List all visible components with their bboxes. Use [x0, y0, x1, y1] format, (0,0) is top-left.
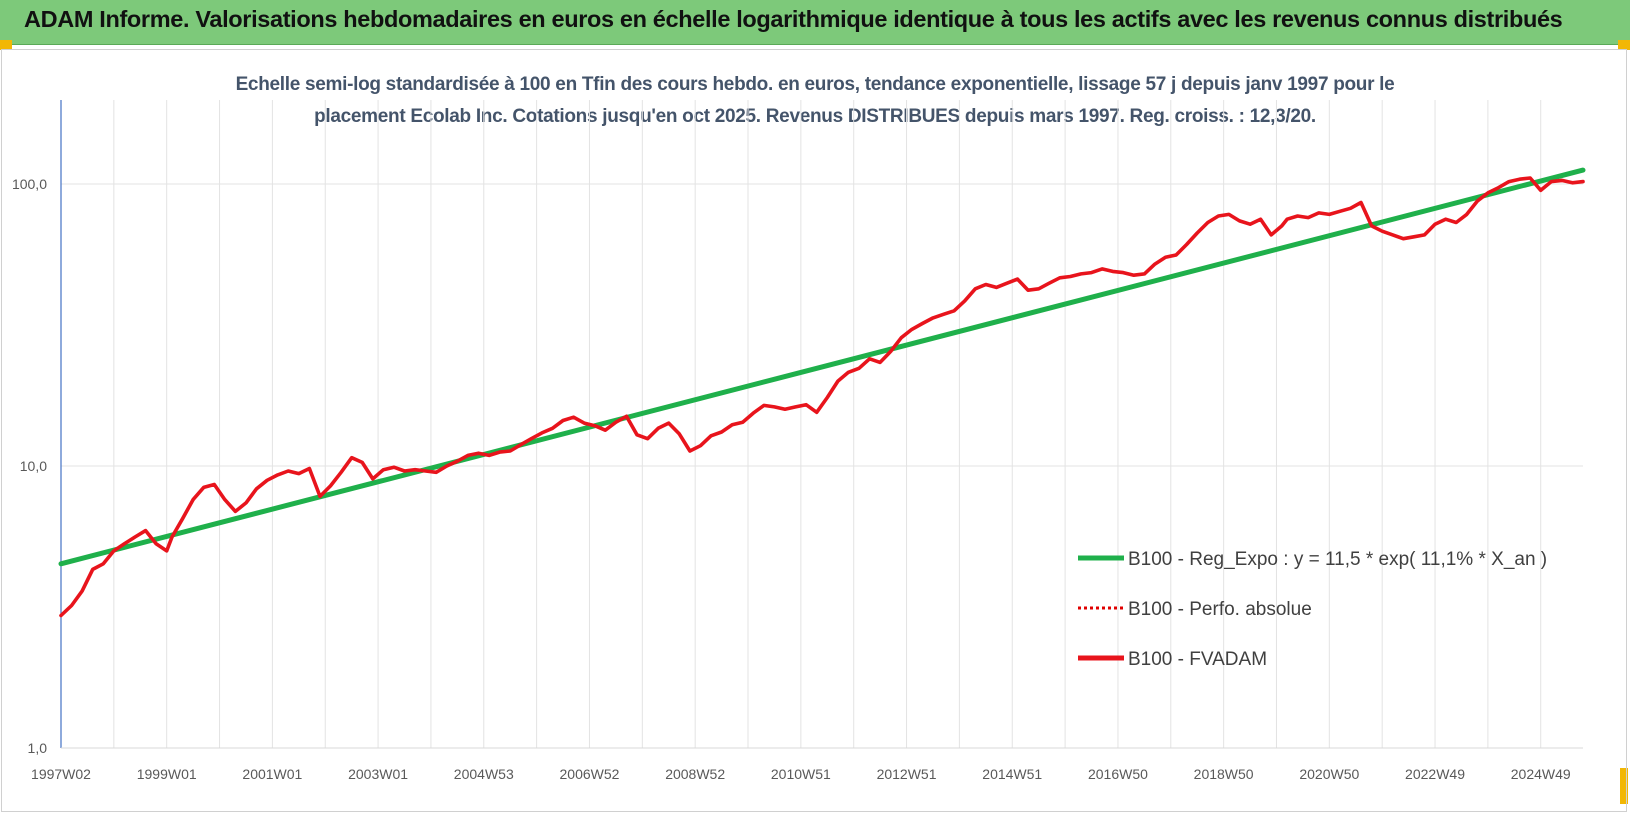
- corner-mark-left: [0, 40, 12, 50]
- x-tick-label: 2022W49: [1405, 766, 1465, 782]
- chart-title-line-1: Echelle semi-log standardisée à 100 en T…: [235, 74, 1395, 95]
- x-tick-label: 2004W53: [454, 766, 514, 782]
- x-tick-label: 2006W52: [560, 766, 620, 782]
- chart-title: Echelle semi-log standardisée à 100 en T…: [130, 69, 1500, 133]
- x-tick-label: 2008W52: [665, 766, 725, 782]
- legend-item-perfo-absolue: B100 - Perfo. absolue: [1128, 599, 1312, 620]
- chart-frame: [1, 49, 1627, 812]
- x-tick-label: 2020W50: [1299, 766, 1359, 782]
- x-tick-label: 2001W01: [242, 766, 302, 782]
- x-tick-label: 2010W51: [771, 766, 831, 782]
- x-tick-label: 2016W50: [1088, 766, 1148, 782]
- banner-title: ADAM Informe. Valorisations hebdomadaire…: [24, 6, 1563, 32]
- y-tick-label: 10,0: [20, 458, 47, 474]
- x-tick-label: 2003W01: [348, 766, 408, 782]
- x-tick-label: 2014W51: [982, 766, 1042, 782]
- y-tick-label: 1,0: [28, 740, 48, 756]
- corner-mark-bottom-right: [1620, 768, 1628, 804]
- corner-mark-right: [1618, 40, 1630, 50]
- series-line-reg-expo: [58, 167, 1586, 567]
- legend-item-fvadam: B100 - FVADAM: [1128, 649, 1267, 670]
- legend-item-reg-expo: B100 - Reg_Expo : y = 11,5 * exp( 11,1% …: [1128, 549, 1547, 570]
- chart-title-line-2: placement Ecolab Inc. Cotations jusqu'en…: [314, 106, 1316, 127]
- x-tick-label: 2024W49: [1511, 766, 1571, 782]
- x-tick-label: 1999W01: [137, 766, 197, 782]
- y-tick-label: 100,0: [12, 176, 47, 192]
- series-line-fvadam: [59, 176, 1585, 618]
- x-tick-label: 1997W02: [31, 766, 91, 782]
- x-tick-label: 2012W51: [877, 766, 937, 782]
- title-banner: ADAM Informe. Valorisations hebdomadaire…: [0, 0, 1630, 45]
- x-tick-label: 2018W50: [1194, 766, 1254, 782]
